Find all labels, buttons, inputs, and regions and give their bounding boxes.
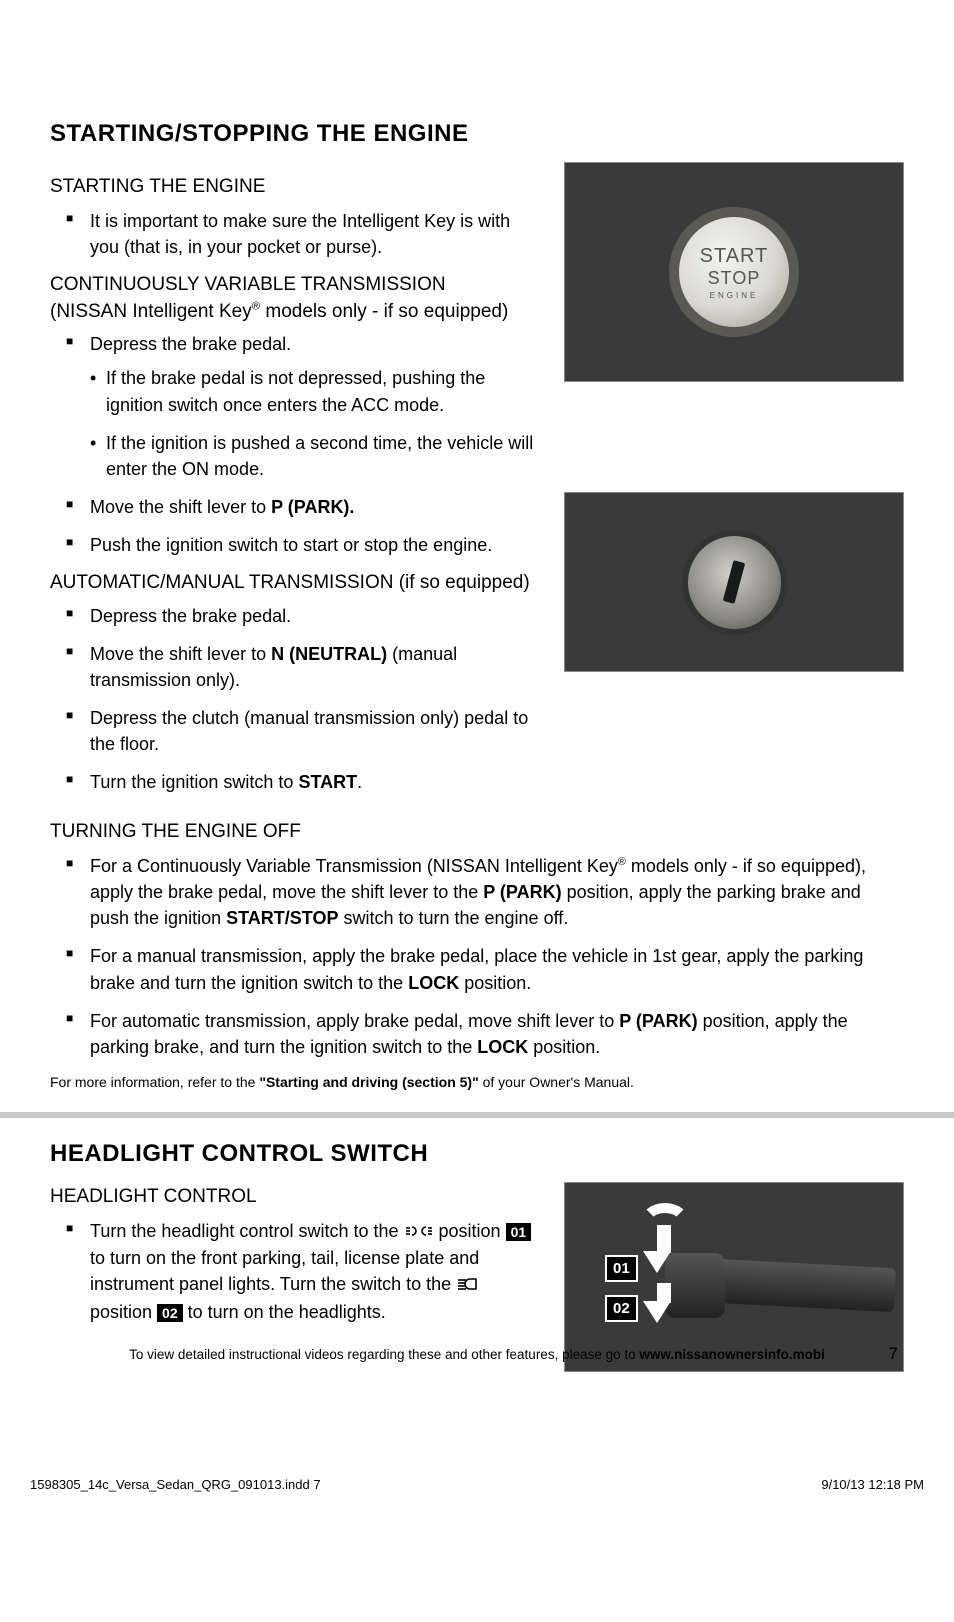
headlight-icon	[456, 1272, 480, 1298]
bullet-list: Depress the brake pedal. If the brake pe…	[50, 331, 544, 558]
bullet-list: For a Continuously Variable Transmission…	[50, 853, 904, 1060]
bold-text: START	[298, 772, 357, 792]
list-item: For a manual transmission, apply the bra…	[90, 943, 904, 995]
sub-list-item: If the ignition is pushed a second time,…	[90, 430, 544, 482]
text: position.	[459, 973, 531, 993]
more-info-line: For more information, refer to the "Star…	[50, 1074, 904, 1090]
list-item: Move the shift lever to N (NEUTRAL) (man…	[90, 641, 544, 693]
automatic-manual-heading: AUTOMATIC/MANUAL TRANSMISSION (if so equ…	[50, 570, 544, 597]
arrow-stem-icon	[657, 1225, 671, 1253]
bullet-list: Turn the headlight control switch to the…	[50, 1218, 544, 1325]
cvt-line2-pre: (NISSAN Intelligent Key	[50, 301, 252, 322]
section1-top: STARTING THE ENGINE It is important to m…	[50, 162, 904, 807]
arrow-down-icon	[643, 1251, 671, 1273]
section1-right-column: START STOP ENGINE	[564, 162, 904, 807]
text: .	[357, 772, 362, 792]
registered-mark: ®	[252, 300, 260, 312]
control-knob-icon	[665, 1253, 725, 1318]
imprint-datetime: 9/10/13 12:18 PM	[821, 1477, 924, 1492]
photo-callout-02: 02	[605, 1295, 638, 1322]
list-item: Depress the brake pedal. If the brake pe…	[90, 331, 544, 481]
engine-label: ENGINE	[710, 291, 759, 300]
bold-text: LOCK	[477, 1037, 528, 1057]
registered-mark: ®	[618, 856, 626, 868]
text: Turn the headlight control switch to the	[90, 1221, 404, 1241]
text: position	[90, 1302, 157, 1322]
ignition-key-photo	[564, 492, 904, 672]
stop-label: STOP	[708, 268, 761, 289]
bullet-list: Depress the brake pedal. Move the shift …	[50, 603, 544, 796]
list-item: Turn the ignition switch to START.	[90, 769, 544, 795]
text: Turn the ignition switch to	[90, 772, 298, 792]
turning-off-heading: TURNING THE ENGINE OFF	[50, 821, 904, 843]
bold-text: N (NEUTRAL)	[271, 644, 387, 664]
headlight-section: HEADLIGHT CONTROL Turn the headlight con…	[50, 1182, 904, 1402]
section1-title: STARTING/STOPPING THE ENGINE	[50, 120, 904, 148]
cvt-line1: CONTINUOUSLY VARIABLE TRANSMISSION	[50, 274, 446, 295]
text: to turn on the front parking, tail, lice…	[90, 1248, 479, 1294]
start-label: START	[700, 245, 769, 268]
section2-right-column: 01 02	[564, 1182, 904, 1402]
callout-01: 01	[506, 1223, 532, 1241]
parking-light-icon	[404, 1219, 434, 1245]
start-stop-button-photo: START STOP ENGINE	[564, 162, 904, 382]
key-cylinder-icon	[682, 530, 787, 635]
section-divider	[0, 1112, 954, 1118]
text: Move the shift lever to	[90, 497, 271, 517]
list-item: For a Continuously Variable Transmission…	[90, 853, 904, 931]
sub-bullet-list: If the brake pedal is not depressed, pus…	[90, 365, 544, 481]
start-stop-button-icon: START STOP ENGINE	[669, 207, 799, 337]
text: For automatic transmission, apply brake …	[90, 1011, 619, 1031]
list-item: Depress the brake pedal.	[90, 603, 544, 629]
text: position.	[528, 1037, 600, 1057]
cvt-heading: CONTINUOUSLY VARIABLE TRANSMISSION (NISS…	[50, 272, 544, 325]
arrow-stem-icon	[657, 1283, 671, 1303]
list-item: Push the ignition switch to start or sto…	[90, 532, 544, 558]
arrow-down-icon	[643, 1301, 671, 1323]
list-item-text: Depress the brake pedal.	[90, 334, 291, 354]
text: of your Owner's Manual.	[479, 1074, 634, 1090]
bold-text: LOCK	[408, 973, 459, 993]
bold-text: START/STOP	[226, 908, 338, 928]
headlight-switch-photo: 01 02	[564, 1182, 904, 1372]
list-item: Turn the headlight control switch to the…	[90, 1218, 544, 1325]
text: position	[434, 1221, 506, 1241]
page-number: 7	[889, 1344, 898, 1364]
imprint-filename: 1598305_14c_Versa_Sedan_QRG_091013.indd …	[30, 1477, 321, 1492]
section1-left-column: STARTING THE ENGINE It is important to m…	[50, 162, 544, 807]
bold-text: "Starting and driving (section 5)"	[259, 1074, 478, 1090]
list-item: It is important to make sure the Intelli…	[90, 208, 544, 260]
photo-callout-01: 01	[605, 1255, 638, 1282]
cvt-line2-post: models only - if so equipped)	[260, 301, 508, 322]
bold-text: P (PARK).	[271, 497, 354, 517]
bullet-list: It is important to make sure the Intelli…	[50, 208, 544, 260]
text: switch to turn the engine off.	[338, 908, 568, 928]
text: Move the shift lever to	[90, 644, 271, 664]
list-item: Move the shift lever to P (PARK).	[90, 494, 544, 520]
footer-text: To view detailed instructional videos re…	[129, 1347, 639, 1362]
section2-left-column: HEADLIGHT CONTROL Turn the headlight con…	[50, 1182, 544, 1402]
bold-text: P (PARK)	[483, 882, 561, 902]
sub-list-item: If the brake pedal is not depressed, pus…	[90, 365, 544, 417]
text: to turn on the headlights.	[183, 1302, 386, 1322]
text: For more information, refer to the	[50, 1074, 259, 1090]
list-item: Depress the clutch (manual transmission …	[90, 705, 544, 757]
footer-line: To view detailed instructional videos re…	[0, 1347, 954, 1362]
section2-title: HEADLIGHT CONTROL SWITCH	[50, 1140, 904, 1168]
headlight-control-heading: HEADLIGHT CONTROL	[50, 1186, 544, 1208]
callout-02: 02	[157, 1304, 183, 1322]
bold-text: P (PARK)	[619, 1011, 697, 1031]
text: For a Continuously Variable Transmission…	[90, 856, 618, 876]
list-item: For automatic transmission, apply brake …	[90, 1008, 904, 1060]
footer-url: www.nissanownersinfo.mobi	[639, 1347, 825, 1362]
starting-engine-heading: STARTING THE ENGINE	[50, 176, 544, 198]
manual-page: STARTING/STOPPING THE ENGINE STARTING TH…	[0, 0, 954, 1452]
